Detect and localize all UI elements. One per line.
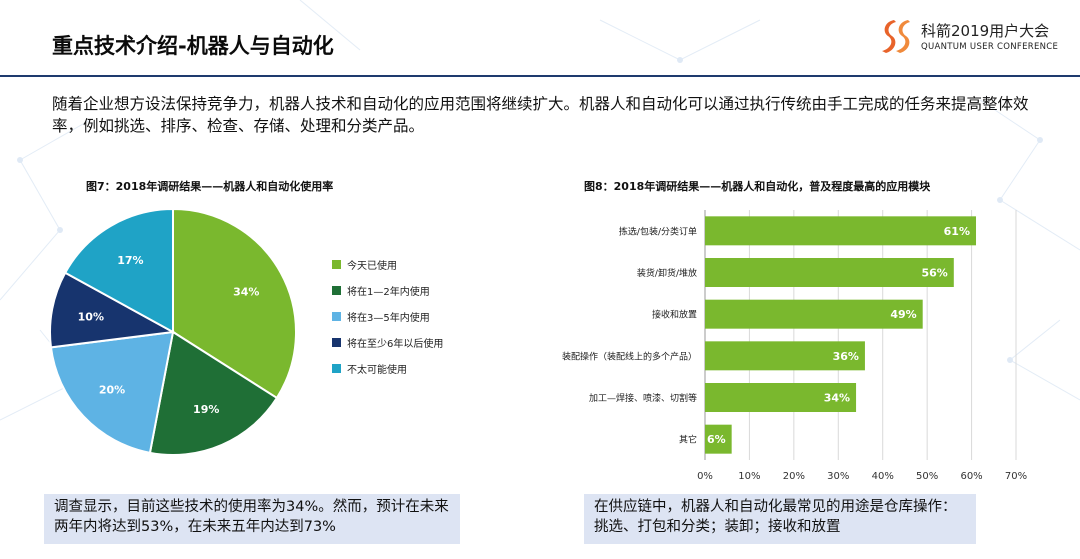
pie-slice-label: 17% — [117, 254, 143, 267]
brand-name: 科箭2019用户大会 — [921, 22, 1050, 40]
x-tick-label: 0% — [697, 471, 713, 482]
bar-value-label: 34% — [824, 392, 850, 405]
bar-category-label: 拣选/包装/分类订单 — [619, 225, 697, 237]
pie-slice-label: 19% — [193, 403, 219, 416]
legend-swatch — [332, 312, 341, 321]
bar-category-label: 加工—焊接、喷漆、切割等 — [589, 392, 697, 404]
brand-logo-icon — [882, 20, 910, 53]
bar — [705, 341, 865, 371]
x-tick-label: 50% — [916, 471, 938, 482]
bar-value-label: 36% — [833, 350, 859, 363]
x-tick-label: 20% — [783, 471, 805, 482]
pie-slice — [148, 330, 279, 456]
legend-label: 不太可能使用 — [347, 363, 407, 376]
x-tick-label: 60% — [960, 471, 982, 482]
bar — [705, 258, 954, 287]
legend-swatch — [332, 338, 341, 347]
bar-category-label: 装配操作（装配线上的多个产品） — [562, 350, 697, 362]
header-divider — [0, 75, 1080, 77]
x-tick-label: 30% — [827, 471, 849, 482]
legend-label: 将在1—2年内使用 — [347, 285, 430, 298]
legend-label: 今天已使用 — [347, 259, 397, 272]
pie-slice-label: 34% — [233, 286, 259, 299]
header: 重点技术介绍-机器人与自动化 科箭2019用户大会 QUANTUM USER C… — [0, 0, 1080, 78]
pie-slice-label: 10% — [78, 310, 104, 323]
caption-left: 调查显示，目前这些技术的使用率为34%。然而，预计在未来两年内将达到53%，在未… — [44, 494, 460, 544]
pie-slice-label: 20% — [99, 383, 125, 396]
bar-category-label: 接收和放置 — [652, 309, 697, 321]
page-title: 重点技术介绍-机器人与自动化 — [52, 34, 334, 58]
bar-value-label: 6% — [707, 433, 726, 446]
legend-label: 将在至少6年以后使用 — [347, 337, 443, 350]
legend-label: 将在3—5年内使用 — [347, 311, 430, 324]
pie-chart-title: 图7：2018年调研结果——机器人和自动化使用率 — [86, 180, 334, 193]
bar — [705, 424, 732, 454]
bar — [705, 383, 857, 412]
caption-right: 在供应链中，机器人和自动化最常见的用途是仓库操作：挑选、打包和分类；装卸；接收和… — [584, 494, 976, 544]
legend-swatch — [332, 286, 341, 295]
bar-category-label: 装货/卸货/堆放 — [637, 267, 697, 279]
bar — [705, 216, 977, 246]
bar-value-label: 56% — [921, 267, 947, 280]
legend-swatch — [332, 260, 341, 269]
bar-value-label: 61% — [944, 225, 970, 238]
bar-chart-title: 图8：2018年调研结果——机器人和自动化，普及程度最高的应用模块 — [584, 180, 931, 193]
bar — [705, 299, 923, 329]
pie-chart: 34% 19% 20% 10% 17% 今天已使用将在1—2年内使用将在3—5年内使用将在… — [49, 207, 443, 456]
x-tick-label: 70% — [1005, 471, 1027, 482]
pie-slice — [49, 271, 177, 349]
x-tick-label: 40% — [872, 471, 894, 482]
bar-category-label: 其它 — [679, 434, 697, 446]
legend-swatch — [332, 364, 341, 373]
brand-subtitle: QUANTUM USER CONFERENCE — [921, 42, 1059, 52]
intro-paragraph: 随着企业想方设法保持竞争力，机器人技术和自动化的应用范围将继续扩大。机器人和自动… — [52, 95, 1029, 135]
bar-chart: 0% 10% 20% 30% 40% 50% 60% 70% 拣选/包装/分类订单 61% 装货/卸… — [562, 210, 1027, 482]
pie-slice — [49, 330, 175, 454]
pie-slice — [63, 207, 174, 334]
x-tick-label: 10% — [738, 471, 760, 482]
bar-value-label: 49% — [890, 308, 916, 321]
